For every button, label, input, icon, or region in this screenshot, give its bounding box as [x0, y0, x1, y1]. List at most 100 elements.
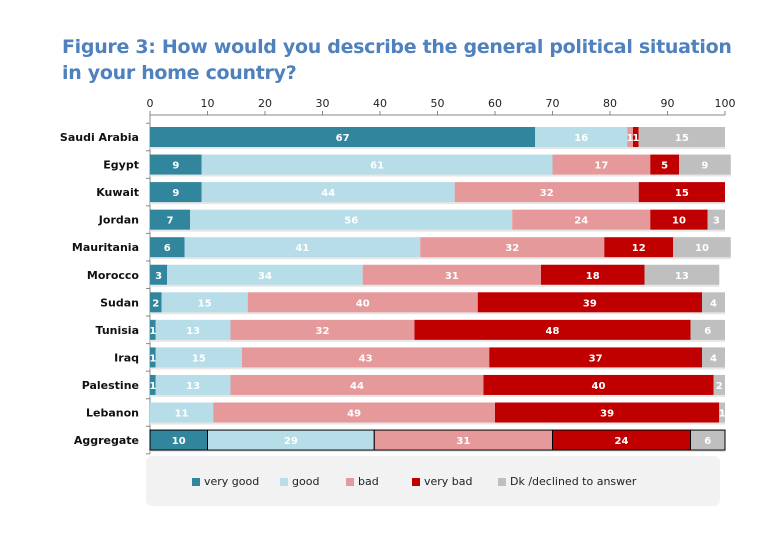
legend-item-bad: bad: [346, 475, 379, 488]
bar-segment-dk-declined-to-answer: [690, 319, 725, 340]
x-tick-label: 70: [546, 97, 560, 110]
x-tick-label: 30: [316, 97, 330, 110]
data-label: 10: [172, 436, 186, 447]
bar-segment-very-good: [150, 319, 156, 340]
category-label: Palestine: [82, 379, 139, 392]
legend-label: good: [292, 475, 320, 488]
category-label: Mauritania: [72, 241, 139, 254]
bar-segment-good: [150, 402, 214, 423]
bar-segment-very-bad: [477, 292, 702, 313]
bar-segment-bad: [247, 292, 478, 313]
category-label: Aggregate: [74, 434, 139, 447]
legend-swatch: [498, 477, 506, 486]
x-tick-label: 0: [147, 97, 154, 110]
bar-segment-good: [535, 127, 628, 147]
bar-segment-very-good: [150, 347, 156, 368]
legend-item-very-bad: very bad: [412, 475, 473, 488]
legend-item-dk: Dk /declined to answer: [498, 475, 636, 488]
bar-segment-bad: [420, 237, 605, 258]
bar-segment-good: [155, 374, 231, 395]
bar-segment-very-good: [150, 182, 202, 203]
data-label: 39: [600, 409, 614, 420]
x-tick-label: 20: [258, 97, 272, 110]
x-tick-label: 90: [661, 97, 675, 110]
bar-segment-good: [155, 347, 242, 368]
data-label: 1: [149, 381, 156, 392]
bar-segment-very-bad: [483, 374, 714, 395]
data-label: 15: [192, 353, 206, 364]
data-label: 49: [347, 409, 361, 420]
legend-swatch: [412, 477, 420, 486]
bar-segment-very-good: [150, 237, 185, 258]
data-label: 39: [583, 298, 597, 309]
data-label: 1: [149, 326, 156, 337]
x-tick-label: 60: [488, 97, 502, 110]
data-label: 11: [175, 409, 189, 420]
bar-segment-bad: [552, 154, 651, 175]
legend-label: Dk /declined to answer: [510, 475, 637, 488]
bar-segment-bad: [627, 127, 633, 147]
bar-segment-good: [155, 319, 231, 340]
x-tick-label: 100: [715, 97, 736, 110]
data-label: 4: [710, 298, 717, 309]
category-label: Tunisia: [96, 324, 139, 337]
data-label: 3: [155, 271, 162, 282]
chart-title: Figure 3: How would you describe the gen…: [62, 36, 732, 84]
data-label: 34: [258, 271, 272, 282]
data-label: 3: [713, 216, 720, 227]
category-label: Morocco: [87, 269, 140, 282]
bar-segment-very-bad: [489, 347, 702, 368]
legend-label: very bad: [424, 475, 473, 488]
bar-segment-bad: [454, 182, 639, 203]
legend: very good good bad very bad Dk /declined…: [146, 456, 720, 506]
data-label: 29: [284, 436, 298, 447]
bar-segment-very-bad: [633, 127, 639, 147]
category-label: Lebanon: [86, 407, 139, 420]
bar-segment-bad: [362, 264, 541, 285]
legend-item-very-good: very good: [192, 475, 259, 488]
bar-segment-good: [201, 154, 553, 175]
bar-segment-bad: [230, 319, 415, 340]
bar-segment-dk-declined-to-answer: [707, 209, 725, 230]
legend-item-good: good: [280, 475, 319, 488]
x-tick-label: 10: [201, 97, 215, 110]
bar-segment-good: [201, 182, 455, 203]
data-label: 67: [336, 133, 350, 144]
bar-segment-dk-declined-to-answer: [679, 154, 731, 175]
data-label: 31: [456, 436, 470, 447]
bar-segment-very-good: [150, 209, 191, 230]
data-label: 61: [370, 161, 384, 172]
data-label: 6: [704, 436, 711, 447]
data-label: 32: [316, 326, 330, 337]
legend-swatch: [192, 477, 200, 486]
bar-segment-very-bad: [650, 209, 708, 230]
data-label: 18: [586, 271, 600, 282]
legend-label: bad: [358, 475, 379, 488]
bar-segment-bad: [213, 402, 495, 423]
data-label: 15: [198, 298, 212, 309]
data-label: 15: [675, 133, 689, 144]
data-label: 1: [719, 409, 726, 420]
bar-segment-good: [161, 292, 248, 313]
bar-segment-bad: [242, 347, 490, 368]
bar-segment-good: [167, 264, 363, 285]
bar-segment-good: [184, 237, 421, 258]
bar-segment-very-good: [150, 127, 536, 147]
data-label: 24: [615, 436, 629, 447]
data-label: 17: [594, 161, 608, 172]
data-label: 1: [632, 133, 639, 144]
bar-segment-dk-declined-to-answer: [702, 347, 725, 368]
bar-segment-very-bad: [604, 237, 674, 258]
data-label: 40: [592, 381, 606, 392]
bar-segment-dk-declined-to-answer: [702, 292, 725, 313]
data-label: 13: [675, 271, 689, 282]
data-label: 40: [356, 298, 370, 309]
data-label: 9: [172, 188, 179, 199]
data-label: 12: [632, 243, 646, 254]
bars: 67 16 11 159 61 17 5 99 44 32 157 56 24 10 36 41 32 12 103…: [149, 127, 731, 453]
data-label: 2: [152, 298, 159, 309]
bar-segment-bad: [230, 374, 484, 395]
data-label: 37: [589, 353, 603, 364]
bar-segment-dk-declined-to-answer: [638, 127, 725, 147]
